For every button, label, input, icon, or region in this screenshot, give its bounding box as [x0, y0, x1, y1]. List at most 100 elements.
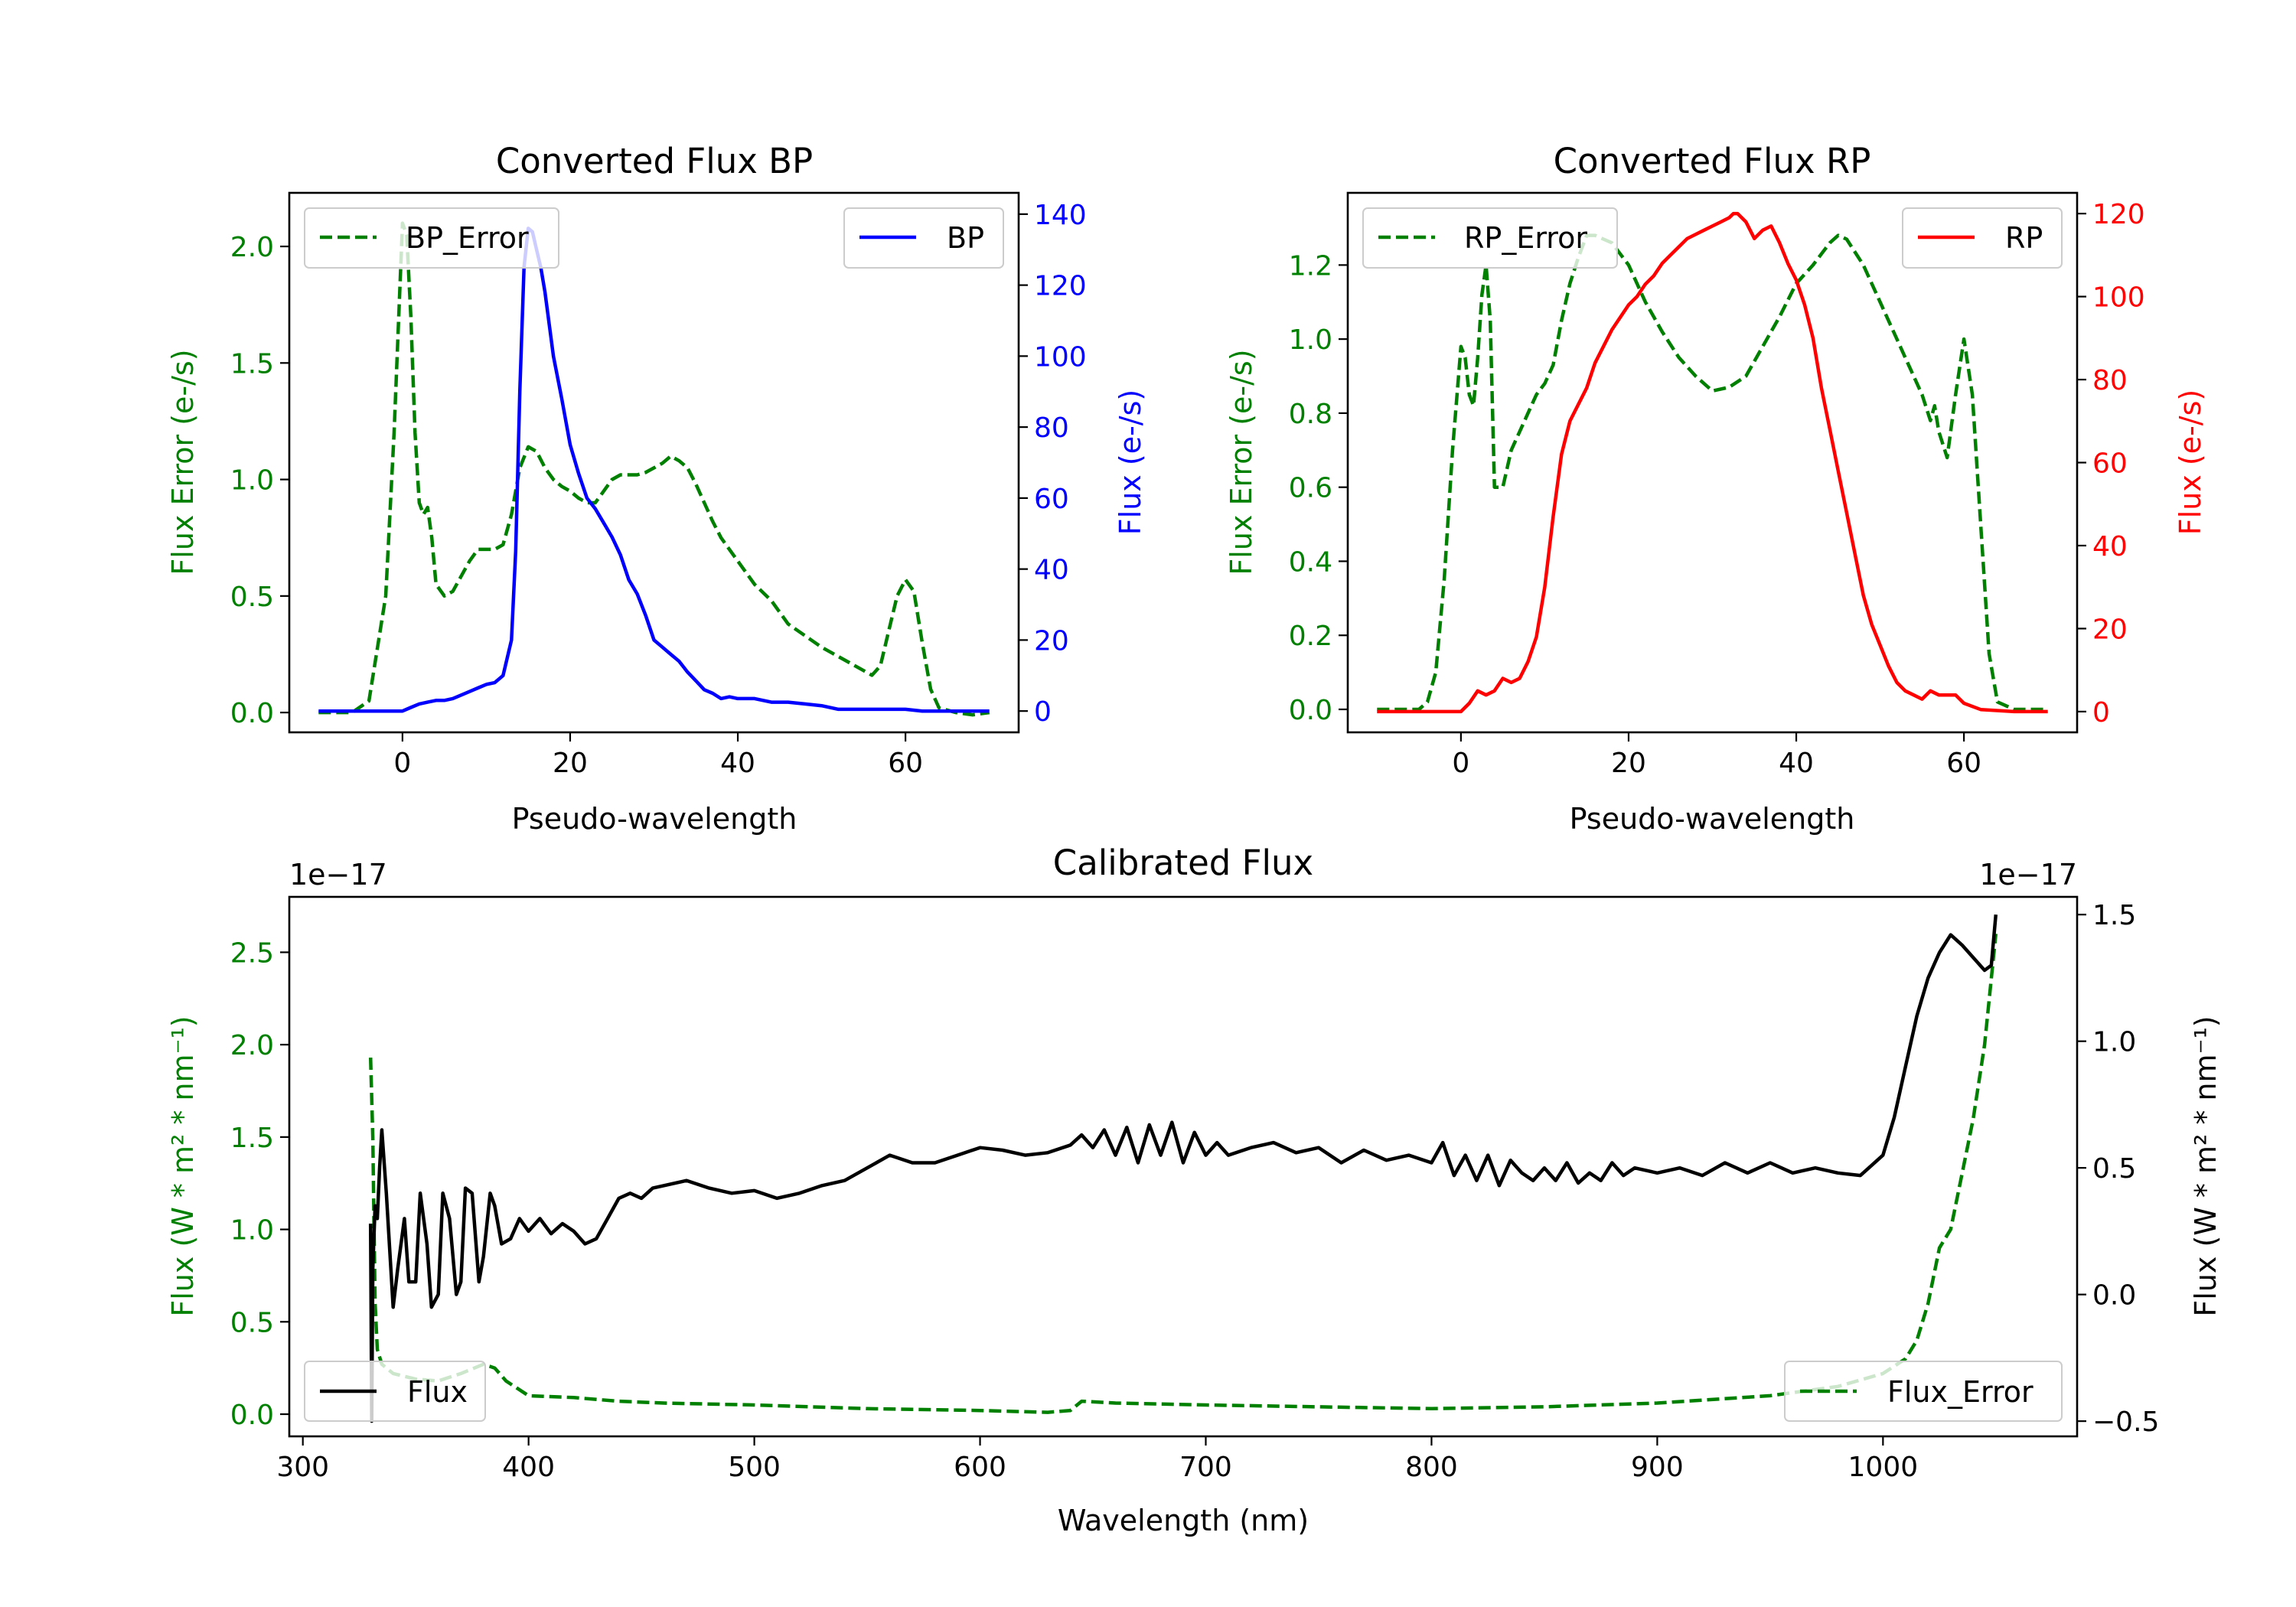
plot-frame-cal: [288, 895, 2079, 1438]
x-tick-label: 0: [393, 748, 411, 779]
panel-converted-flux-rp: Converted Flux RP 0 20 40 60 0.0 0.2 0.4 0.6 0.8…: [1225, 141, 2207, 836]
right-y-tick-label: 80: [1034, 412, 1069, 444]
chart-title-cal: Calibrated Flux: [1053, 843, 1313, 883]
legend-label-rp-error: RP_Error: [1464, 221, 1587, 255]
left-y-tick-label: 0.5: [230, 1307, 274, 1338]
right-y-tick-label: 80: [2092, 365, 2128, 396]
right-axis-label-cal: Flux (W * m² * nm⁻¹): [2189, 1015, 2223, 1316]
legend-flux: Flux: [304, 1361, 486, 1422]
legend-label-flux-error: Flux_Error: [1887, 1375, 2033, 1409]
series-line-rp: [1377, 211, 2048, 714]
left-y-tick-label: 0.0: [230, 1400, 274, 1431]
left-axis-label-cal: Flux (W * m² * nm⁻¹): [166, 1015, 200, 1316]
x-axis-label-cal: Wavelength (nm): [1058, 1504, 1309, 1537]
right-y-tick-label: 120: [2092, 199, 2145, 230]
legend-box-rp-error: [1362, 207, 1618, 269]
x-tick-label: 60: [1946, 748, 1981, 779]
ticks-layer-rp: 0 20 40 60 0.0 0.2 0.4 0.6 0.8 1.0 1.2 0 20 40 60 80 100…: [1289, 199, 2145, 779]
legend-label-bp-error: BP_Error: [406, 221, 529, 255]
left-axis-label-bp: Flux Error (e-/s): [166, 349, 200, 575]
legend-label-flux: Flux: [407, 1375, 468, 1409]
panel-calibrated-flux: Calibrated Flux 1e−17 1e−17 300 400 500 600…: [166, 843, 2223, 1537]
right-y-tick-label: 0: [1034, 696, 1052, 728]
x-axis-label-bp: Pseudo-wavelength: [512, 802, 797, 836]
right-y-tick-label: −0.5: [2092, 1407, 2159, 1438]
x-tick-label: 1000: [1848, 1452, 1919, 1483]
series-layer-rp: [1377, 211, 2048, 714]
right-y-tick-label: 20: [2092, 614, 2128, 645]
plot-frame-bp: [288, 191, 1020, 734]
right-y-tick-label: 100: [1034, 341, 1087, 373]
x-tick-label: 700: [1179, 1452, 1232, 1483]
ticks-layer-cal: 300 400 500 600 700 800 900 1000 0.0 0.5 1.0 1.5 2.0…: [230, 900, 2160, 1483]
series-line-bp: [318, 227, 990, 713]
left-y-tick-label: 1.5: [230, 1123, 274, 1154]
ticks-layer-bp: 0 20 40 60 0.0 0.5 1.0 1.5 2.0 0 20 40 60 80 100 120 140: [230, 200, 1087, 779]
right-y-tick-label: 140: [1034, 200, 1087, 231]
right-y-tick-label: 20: [1034, 625, 1069, 657]
x-tick-label: 500: [728, 1452, 781, 1483]
right-y-tick-label: 120: [1034, 271, 1087, 302]
chart-title-bp: Converted Flux BP: [496, 141, 813, 181]
legend-bp-error: BP_Error: [304, 207, 559, 269]
x-tick-label: 60: [888, 748, 923, 779]
panel-converted-flux-bp: Converted Flux BP 0 20 40 60 0.0 0.5 1.0 1.5 2.0…: [166, 141, 1147, 836]
right-y-tick-label: 100: [2092, 282, 2145, 314]
chart-title-rp: Converted Flux RP: [1554, 141, 1871, 181]
legend-bp: BP: [843, 207, 1004, 269]
x-tick-label: 400: [502, 1452, 555, 1483]
right-y-tick-label: 0.5: [2092, 1153, 2136, 1185]
legend-box-flux-error: [1784, 1361, 2063, 1422]
legend-rp-error: RP_Error: [1362, 207, 1618, 269]
x-tick-label: 900: [1631, 1452, 1684, 1483]
left-y-tick-label: 2.0: [230, 1030, 274, 1061]
right-y-tick-label: 60: [2092, 448, 2128, 480]
left-y-tick-label: 1.0: [230, 465, 274, 497]
legend-label-rp: RP: [2005, 221, 2043, 255]
x-tick-label: 40: [720, 748, 755, 779]
legend-flux-error: Flux_Error: [1784, 1361, 2063, 1422]
legend-box-bp-error: [304, 207, 559, 269]
right-y-tick-label: 40: [2092, 531, 2128, 562]
left-y-tick-label: 1.0: [1289, 324, 1332, 356]
left-y-tick-label: 1.2: [1289, 250, 1332, 282]
x-tick-label: 0: [1452, 748, 1469, 779]
right-y-tick-label: 0.0: [2092, 1280, 2136, 1312]
right-axis-label-bp: Flux (e-/s): [1114, 390, 1147, 535]
right-y-tick-label: 0: [2092, 697, 2110, 729]
left-axis-offset-cal: 1e−17: [289, 858, 387, 892]
legend-rp: RP: [1902, 207, 2063, 269]
left-y-tick-label: 0.0: [1289, 695, 1332, 726]
right-y-tick-label: 60: [1034, 484, 1069, 515]
series-layer-bp: [318, 221, 990, 717]
right-axis-label-rp: Flux (e-/s): [2174, 390, 2207, 535]
left-y-tick-label: 0.4: [1289, 546, 1332, 578]
right-y-tick-label: 40: [1034, 555, 1069, 586]
series-line-flux: [368, 914, 1998, 1423]
left-y-tick-label: 0.0: [230, 698, 274, 729]
x-tick-label: 40: [1779, 748, 1814, 779]
x-axis-label-rp: Pseudo-wavelength: [1570, 802, 1855, 836]
legend-box-rp: [1902, 207, 2063, 269]
right-y-tick-label: 1.0: [2092, 1027, 2136, 1058]
left-y-tick-label: 2.5: [230, 937, 274, 969]
right-axis-offset-cal: 1e−17: [1979, 858, 2077, 892]
plot-frame-rp: [1346, 191, 2079, 734]
x-tick-label: 800: [1405, 1452, 1458, 1483]
left-y-tick-label: 0.5: [230, 582, 274, 613]
legend-box-flux: [304, 1361, 486, 1422]
series-line-rp-error: [1377, 233, 2048, 712]
x-tick-label: 20: [1611, 748, 1646, 779]
left-y-tick-label: 0.2: [1289, 621, 1332, 652]
left-y-tick-label: 0.6: [1289, 473, 1332, 504]
x-tick-label: 300: [276, 1452, 329, 1483]
legend-label-bp: BP: [947, 221, 984, 255]
left-y-tick-label: 1.0: [230, 1215, 274, 1247]
left-y-tick-label: 0.8: [1289, 399, 1332, 430]
series-line-bp-error: [318, 221, 990, 717]
x-tick-label: 20: [553, 748, 588, 779]
x-tick-label: 600: [954, 1452, 1006, 1483]
left-axis-label-rp: Flux Error (e-/s): [1225, 349, 1258, 575]
left-y-tick-label: 2.0: [230, 232, 274, 263]
